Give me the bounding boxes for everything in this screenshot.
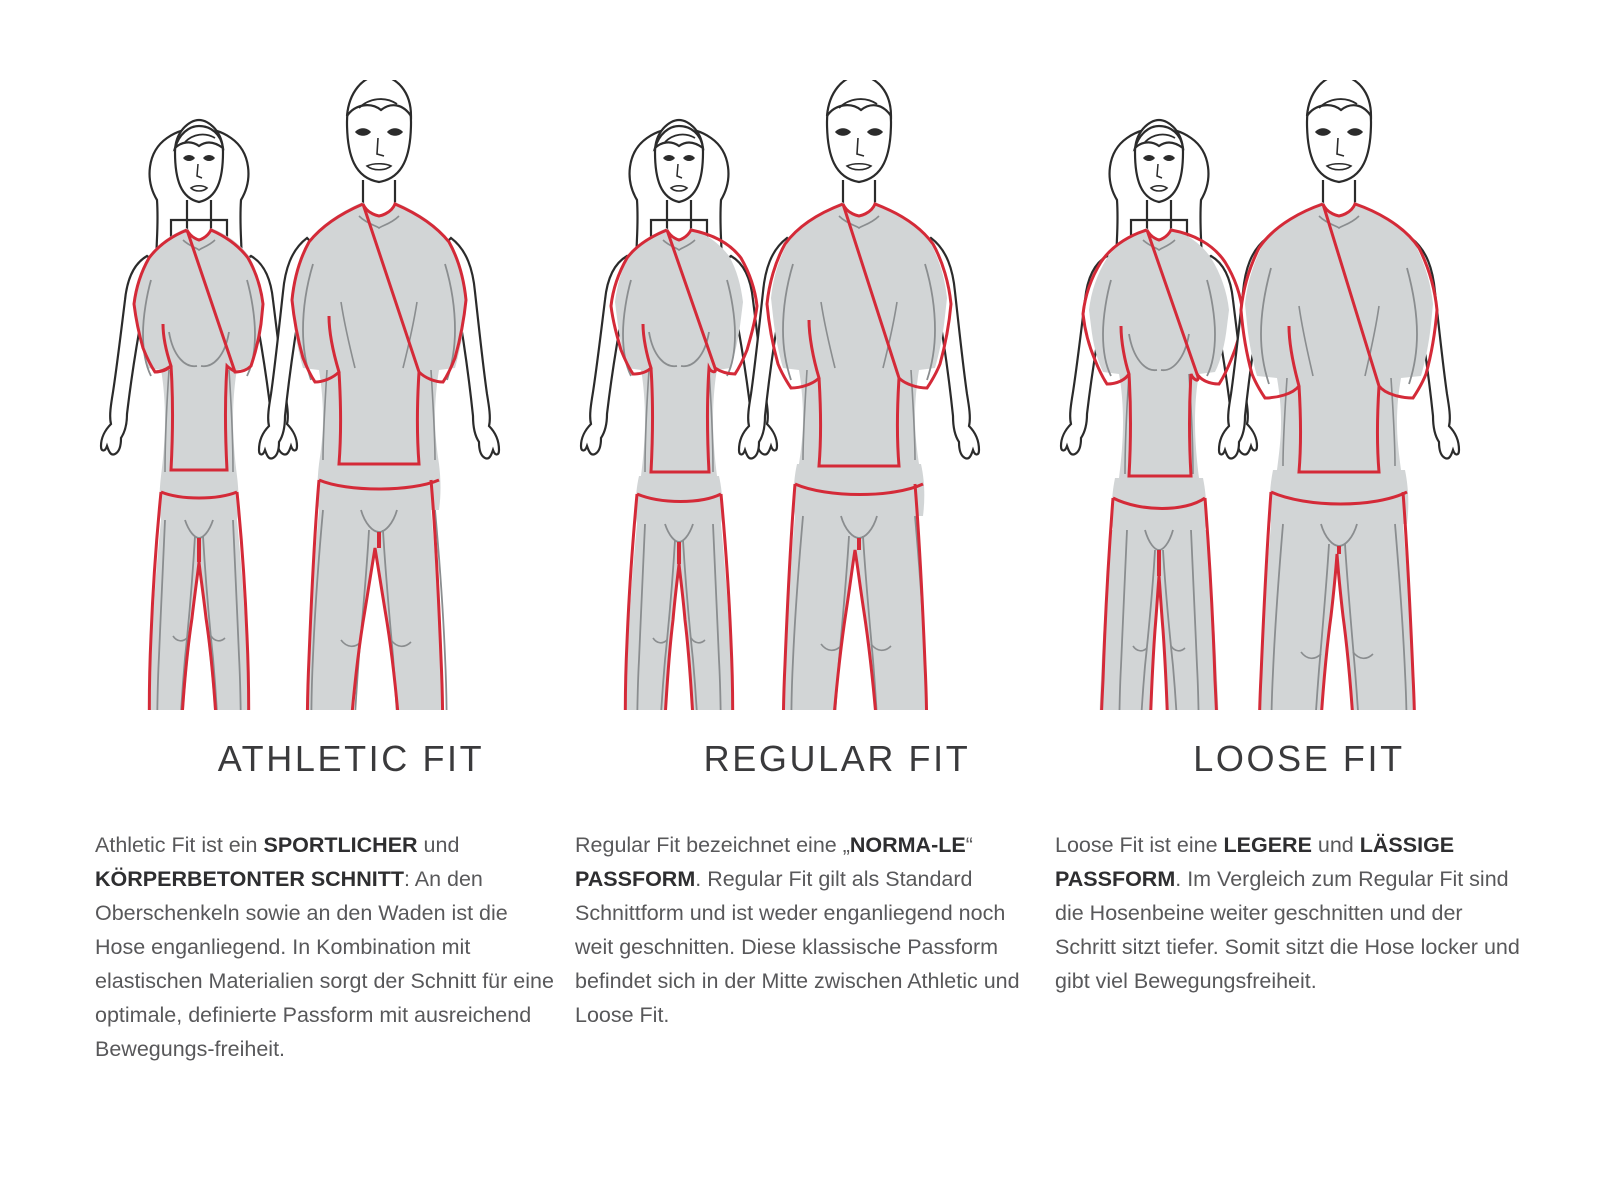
body-text: Regular Fit bezeichnet eine „: [575, 833, 850, 857]
emphasis-text: LEGERE: [1223, 833, 1312, 857]
emphasis-text: NORMA-LE: [849, 833, 966, 857]
fit-title-loose: LOOSE FIT: [1193, 738, 1405, 779]
body-text: Loose Fit ist eine: [1055, 833, 1224, 857]
male-figure-regular: [737, 80, 981, 710]
body-text: . Regular Fit gilt als Standard Schnittf…: [575, 867, 1020, 1027]
fit-title-regular: REGULAR FIT: [703, 738, 971, 779]
fit-title-athletic: ATHLETIC FIT: [217, 738, 485, 779]
body-text: Athletic Fit ist ein: [95, 833, 264, 857]
regular-figure-svg: [579, 80, 981, 710]
body-text: und: [1311, 833, 1360, 857]
emphasis-text: KÖRPERBETONTER SCHNITT: [95, 867, 404, 891]
fit-description-athletic: Athletic Fit ist ein SPORTLICHER und KÖR…: [95, 828, 555, 1066]
fit-description-loose: Loose Fit ist eine LEGERE und LÄSSIGE PA…: [1055, 828, 1525, 998]
fit-description-regular: Regular Fit bezeichnet eine „NORMA-LE“ P…: [575, 828, 1035, 1032]
male-figure-athletic: [257, 80, 501, 710]
female-figure-loose: [1059, 118, 1259, 710]
emphasis-text: PASSFORM: [575, 867, 696, 891]
fit-column-loose: LOOSE FIT Loose Fit ist eine LEGERE und …: [1045, 0, 1545, 1200]
body-text: und: [417, 833, 460, 857]
fit-column-regular: REGULAR FIT Regular Fit bezeichnet eine …: [565, 0, 1065, 1200]
athletic-figure-svg: [99, 80, 501, 710]
emphasis-text: SPORTLICHER: [263, 833, 418, 857]
body-text: . Im Vergleich zum Regular Fit sind die …: [1055, 867, 1520, 993]
body-text: : An den Oberschenkeln sowie an den Wade…: [95, 867, 554, 1061]
body-text: “: [965, 833, 973, 857]
female-figure-regular: [579, 118, 779, 710]
emphasis-text: LÄSSIGE PASSFORM: [1055, 833, 1455, 891]
loose-figure-svg: [1059, 80, 1461, 710]
regular-fit-figures: [565, 80, 1065, 710]
male-figure-loose: [1217, 80, 1461, 710]
athletic-fit-figures: [85, 80, 585, 710]
loose-fit-figures: [1045, 80, 1545, 710]
fit-column-athletic: ATHLETIC FIT Athletic Fit ist ein SPORTL…: [85, 0, 585, 1200]
